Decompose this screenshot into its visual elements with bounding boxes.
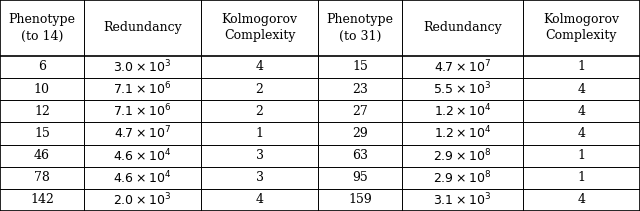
Text: 95: 95	[352, 171, 368, 184]
Text: 63: 63	[352, 149, 368, 162]
Text: $3.0 \times 10^{3}$: $3.0 \times 10^{3}$	[113, 59, 172, 75]
Text: 4: 4	[255, 193, 264, 206]
Text: $4.7 \times 10^{7}$: $4.7 \times 10^{7}$	[114, 125, 171, 142]
Text: $2.9 \times 10^{8}$: $2.9 \times 10^{8}$	[433, 147, 492, 164]
Text: 46: 46	[34, 149, 50, 162]
Text: 4: 4	[577, 83, 586, 96]
Text: 1: 1	[577, 61, 586, 73]
Text: 29: 29	[352, 127, 368, 140]
Text: $2.9 \times 10^{8}$: $2.9 \times 10^{8}$	[433, 169, 492, 186]
Text: 1: 1	[255, 127, 264, 140]
Text: $7.1 \times 10^{6}$: $7.1 \times 10^{6}$	[113, 103, 172, 120]
Text: 4: 4	[577, 127, 586, 140]
Text: 4: 4	[255, 61, 264, 73]
Text: 78: 78	[34, 171, 50, 184]
Text: 15: 15	[34, 127, 50, 140]
Text: $5.5 \times 10^{3}$: $5.5 \times 10^{3}$	[433, 81, 492, 97]
Text: 27: 27	[352, 105, 368, 118]
Text: 15: 15	[352, 61, 368, 73]
Text: Kolmogorov
Complexity: Kolmogorov Complexity	[221, 14, 298, 42]
Text: 142: 142	[30, 193, 54, 206]
Text: 23: 23	[352, 83, 368, 96]
Text: $4.6 \times 10^{4}$: $4.6 \times 10^{4}$	[113, 147, 172, 164]
Text: 4: 4	[577, 105, 586, 118]
Text: 6: 6	[38, 61, 46, 73]
Text: 4: 4	[577, 193, 586, 206]
Text: 1: 1	[577, 171, 586, 184]
Text: Kolmogorov
Complexity: Kolmogorov Complexity	[543, 14, 620, 42]
Text: 159: 159	[348, 193, 372, 206]
Text: 2: 2	[256, 105, 264, 118]
Text: 3: 3	[255, 171, 264, 184]
Text: Redundancy: Redundancy	[103, 22, 182, 34]
Text: 3: 3	[255, 149, 264, 162]
Text: $4.7 \times 10^{7}$: $4.7 \times 10^{7}$	[434, 59, 491, 75]
Text: 2: 2	[256, 83, 264, 96]
Text: $1.2 \times 10^{4}$: $1.2 \times 10^{4}$	[434, 103, 492, 120]
Text: $2.0 \times 10^{3}$: $2.0 \times 10^{3}$	[113, 192, 172, 208]
Text: Phenotype
(to 31): Phenotype (to 31)	[326, 14, 394, 42]
Text: Redundancy: Redundancy	[423, 22, 502, 34]
Text: $3.1 \times 10^{3}$: $3.1 \times 10^{3}$	[433, 192, 492, 208]
Text: $1.2 \times 10^{4}$: $1.2 \times 10^{4}$	[434, 125, 492, 142]
Text: Phenotype
(to 14): Phenotype (to 14)	[8, 14, 76, 42]
Text: 10: 10	[34, 83, 50, 96]
Text: $7.1 \times 10^{6}$: $7.1 \times 10^{6}$	[113, 81, 172, 97]
Text: $4.6 \times 10^{4}$: $4.6 \times 10^{4}$	[113, 169, 172, 186]
Text: 12: 12	[34, 105, 50, 118]
Text: 1: 1	[577, 149, 586, 162]
